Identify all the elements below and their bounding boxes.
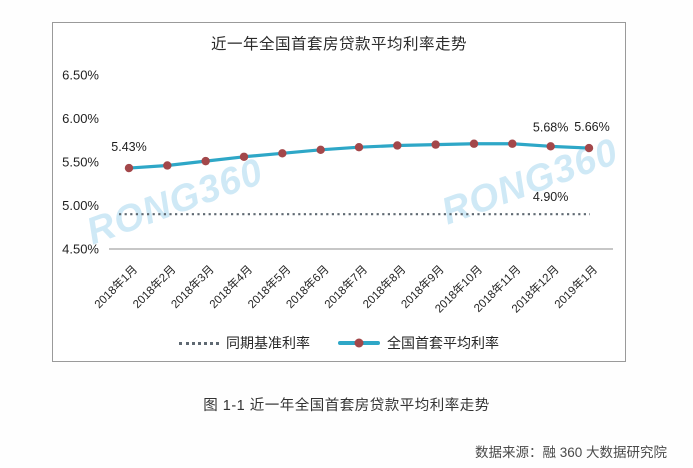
data-label: 5.66% bbox=[574, 120, 609, 134]
y-tick-label: 6.50% bbox=[62, 68, 99, 83]
legend-benchmark-label: 同期基准利率 bbox=[226, 335, 310, 351]
average-rate-line-sample-icon bbox=[338, 338, 380, 348]
legend-average-rate-label: 全国首套平均利率 bbox=[387, 335, 499, 351]
data-point-marker bbox=[508, 139, 517, 148]
chart-frame: RONG360 RONG360 近一年全国首套房贷款平均利率走势 6.50% 6.… bbox=[52, 22, 626, 362]
data-point-marker bbox=[124, 163, 134, 173]
y-tick-label: 5.00% bbox=[62, 198, 99, 213]
data-point-marker bbox=[239, 152, 249, 161]
legend-item-average-rate: 全国首套平均利率 bbox=[338, 333, 499, 353]
data-label: 5.68% bbox=[533, 120, 568, 134]
data-point-marker bbox=[546, 142, 555, 151]
data-point-marker bbox=[278, 149, 287, 158]
data-point-marker bbox=[354, 143, 364, 152]
figure-caption: 图 1-1 近一年全国首套房贷款平均利率走势 bbox=[203, 398, 490, 414]
data-source-text: 数据来源：融 360 大数据研究院 bbox=[474, 445, 667, 460]
legend-item-benchmark: 同期基准利率 bbox=[179, 333, 310, 353]
data-label: 5.43% bbox=[111, 140, 146, 154]
chart-legend: 同期基准利率 全国首套平均利率 bbox=[53, 333, 625, 353]
data-label: 4.90% bbox=[533, 190, 568, 204]
chart-canvas: 6.50%6.00%5.50%5.00%4.50%2018年1月2018年2月2… bbox=[62, 68, 613, 316]
data-point-marker bbox=[316, 145, 325, 155]
data-point-marker bbox=[201, 156, 210, 166]
y-tick-label: 4.50% bbox=[62, 242, 99, 257]
y-tick-label: 5.50% bbox=[62, 155, 99, 170]
y-tick-label: 6.00% bbox=[62, 111, 99, 126]
data-point-marker bbox=[584, 143, 594, 153]
data-point-marker bbox=[469, 139, 479, 148]
data-point-marker bbox=[393, 141, 402, 150]
data-point-marker bbox=[431, 140, 440, 149]
benchmark-line-sample-icon bbox=[179, 341, 219, 345]
data-point-marker bbox=[163, 161, 172, 170]
chart-title: 近一年全国首套房贷款平均利率走势 bbox=[210, 36, 467, 53]
average-rate-marker-icon bbox=[354, 338, 364, 348]
